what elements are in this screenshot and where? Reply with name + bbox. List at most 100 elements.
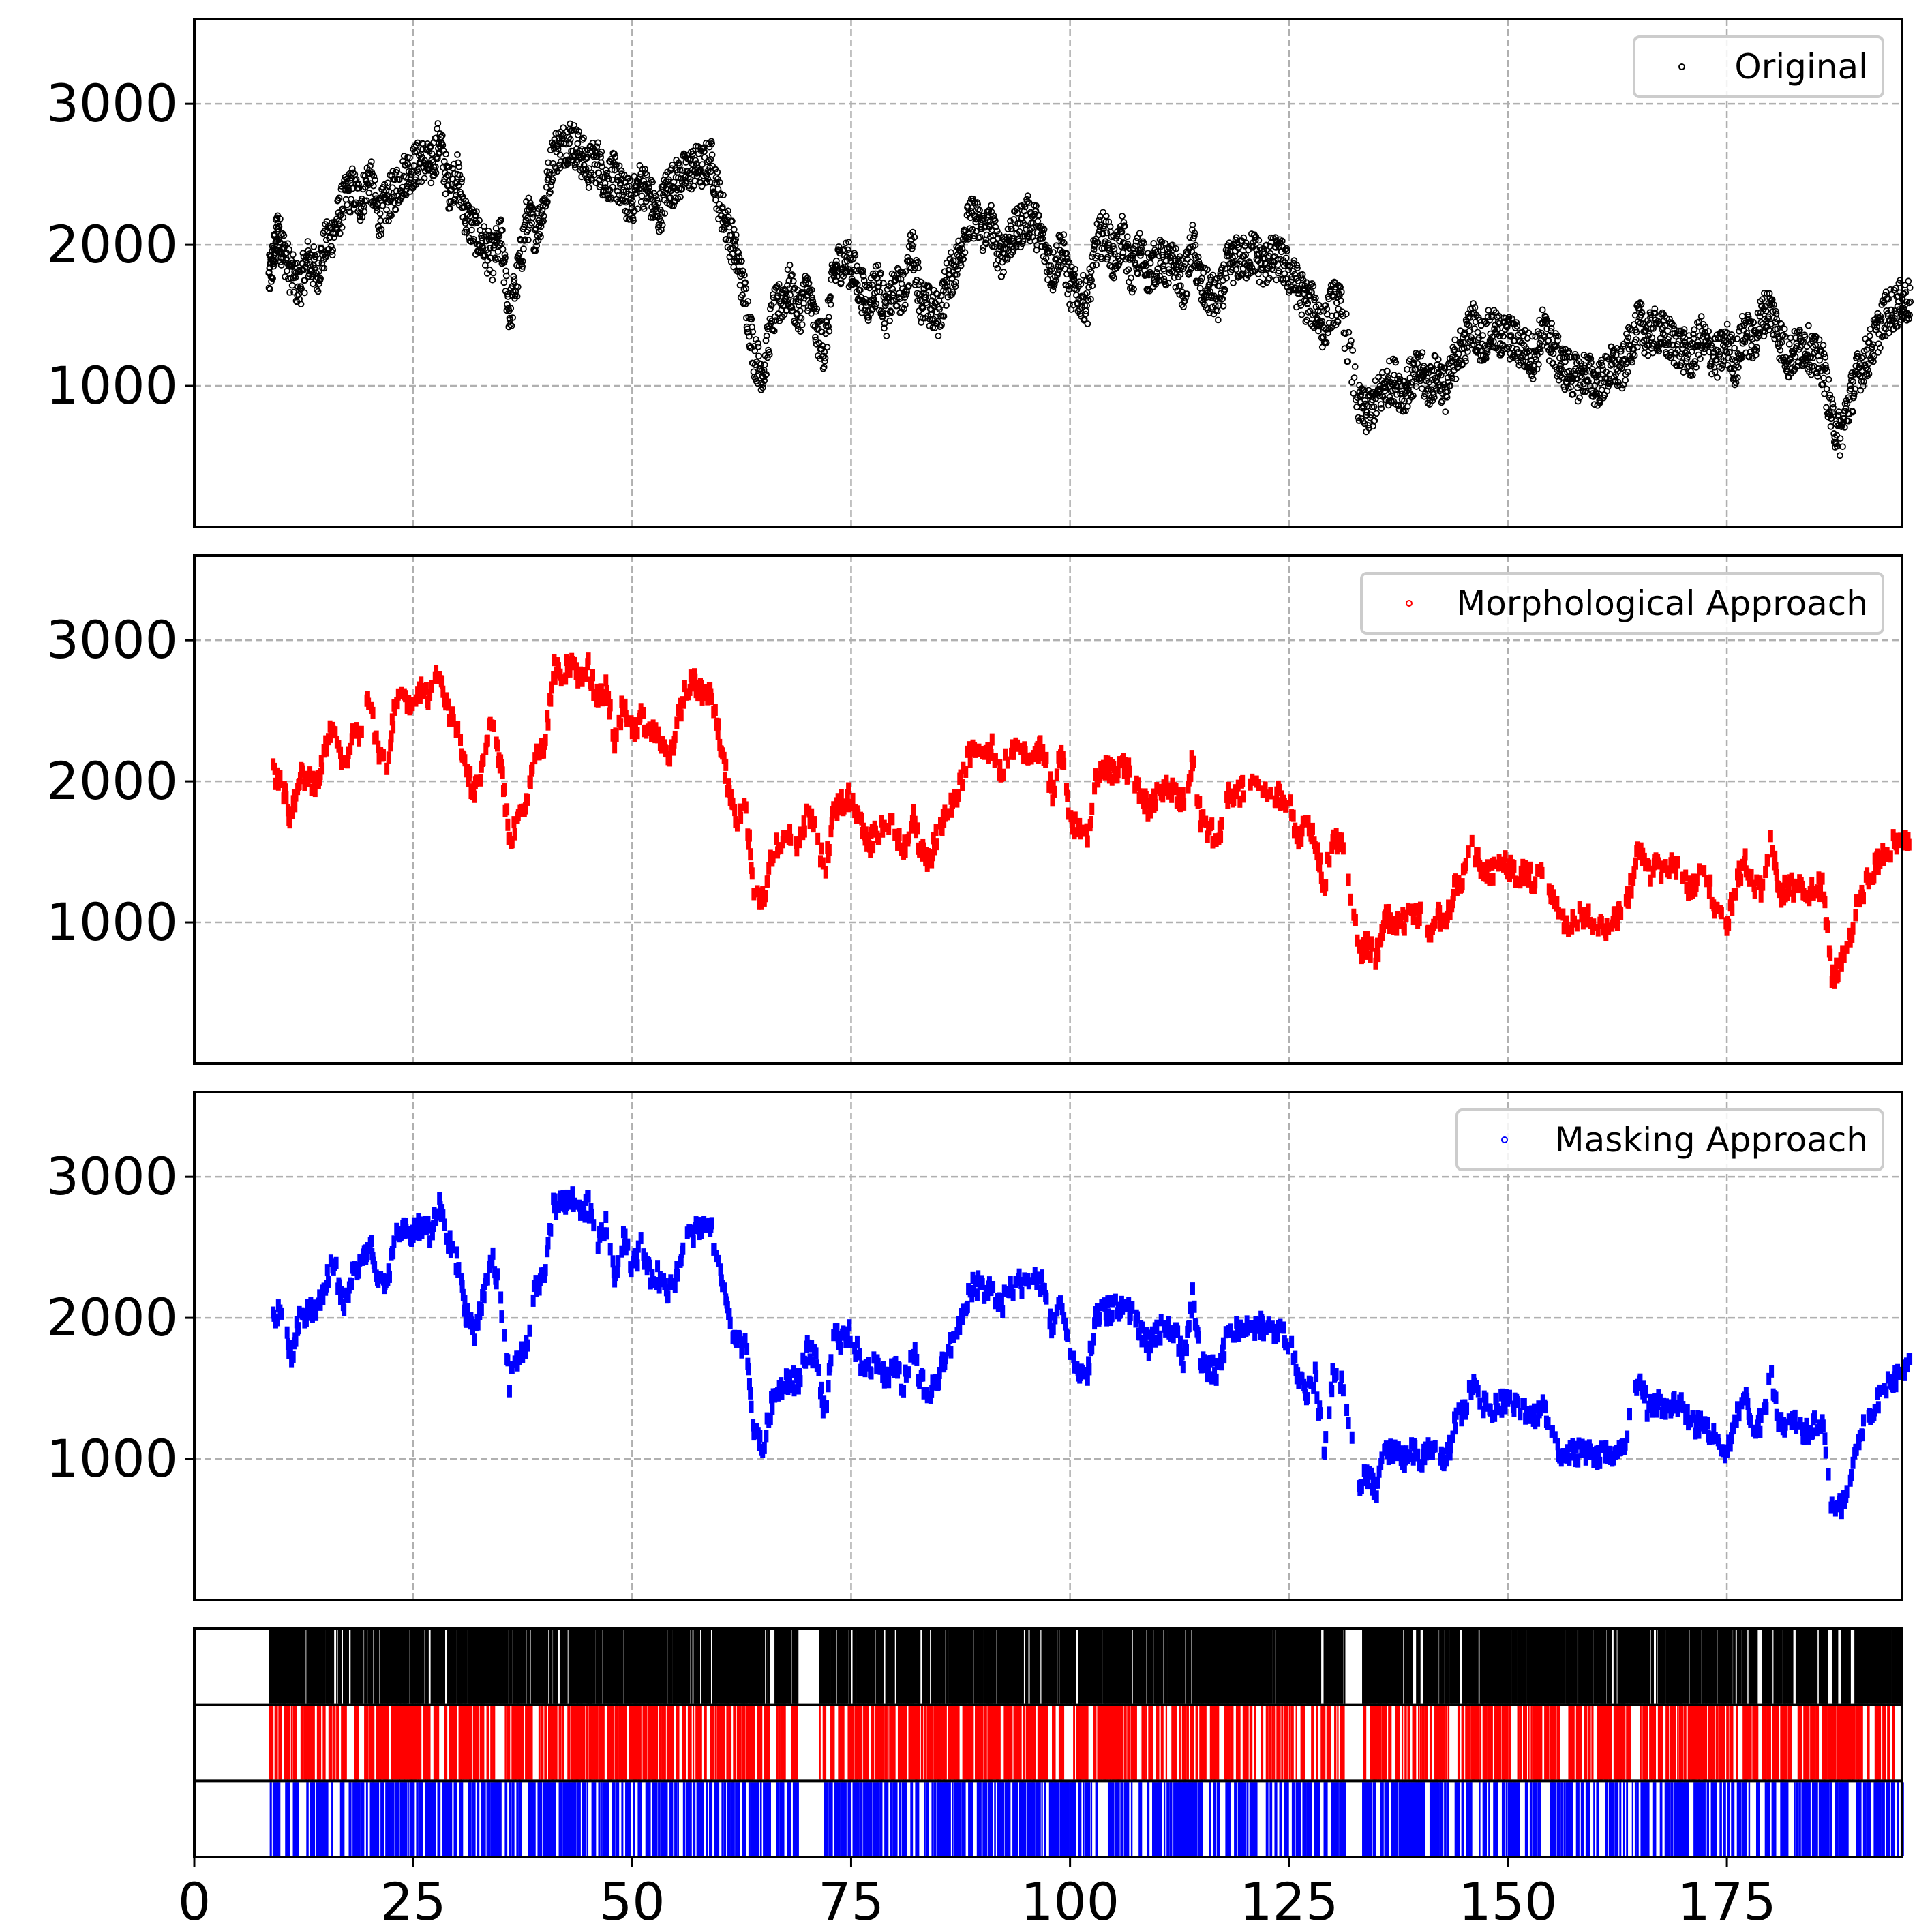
data-point — [582, 165, 590, 172]
data-point — [426, 160, 433, 167]
data-point — [676, 166, 684, 174]
data-point — [540, 217, 547, 225]
data-point — [349, 185, 357, 192]
data-point — [618, 718, 624, 731]
data-point — [1250, 773, 1255, 786]
data-point — [486, 245, 494, 252]
data-point — [1340, 842, 1346, 855]
data-point — [396, 171, 404, 179]
data-point — [359, 213, 366, 221]
data-point — [709, 693, 714, 706]
data-point — [556, 151, 564, 158]
data-point — [392, 206, 399, 213]
data-point — [500, 766, 505, 779]
data-point — [956, 789, 961, 802]
data-point — [385, 188, 393, 195]
data-point — [1256, 779, 1261, 791]
data-point — [446, 205, 453, 212]
data-point — [1268, 787, 1273, 800]
data-point — [739, 292, 746, 299]
data-point — [521, 237, 528, 244]
data-point — [305, 254, 313, 260]
data-point — [414, 178, 422, 185]
data-point — [614, 729, 619, 742]
data-point — [500, 279, 508, 286]
data-point — [370, 172, 378, 180]
data-point — [355, 181, 363, 188]
data-point — [359, 725, 364, 738]
data-point — [410, 162, 418, 169]
data-point — [389, 168, 397, 175]
data-point — [704, 179, 710, 186]
data-point — [627, 192, 635, 198]
data-point — [277, 770, 283, 783]
data-point — [470, 235, 477, 243]
data-point — [279, 255, 286, 262]
data-point — [265, 284, 273, 292]
data-point — [641, 706, 646, 719]
data-point — [547, 182, 555, 190]
data-point — [763, 332, 770, 339]
data-point — [458, 175, 466, 183]
data-point — [547, 147, 554, 153]
data-point — [419, 140, 427, 148]
data-point — [1346, 873, 1351, 886]
data-point — [455, 163, 463, 170]
data-point — [281, 241, 288, 248]
data-point — [624, 714, 630, 727]
data-point — [480, 253, 487, 260]
data-point — [303, 260, 311, 267]
data-point — [1370, 939, 1375, 952]
data-point — [381, 181, 389, 188]
data-point — [267, 273, 275, 280]
data-point — [714, 168, 721, 176]
data-point — [659, 222, 666, 228]
data-point — [432, 169, 440, 177]
data-point — [324, 744, 329, 757]
data-point — [649, 179, 656, 185]
data-point — [547, 188, 554, 196]
data-point — [501, 251, 509, 258]
data-point — [369, 182, 377, 190]
data-point — [395, 176, 403, 183]
data-point — [500, 258, 508, 265]
data-point — [380, 749, 386, 761]
data-point — [802, 825, 807, 838]
data-point — [554, 142, 562, 149]
data-point — [598, 148, 605, 155]
data-point — [434, 120, 442, 127]
data-point — [376, 210, 384, 217]
data-point — [269, 275, 276, 282]
data-point — [770, 851, 776, 864]
data-point — [511, 276, 518, 284]
data-point — [454, 151, 461, 158]
data-point — [455, 721, 461, 734]
data-point — [339, 213, 347, 221]
data-point — [1299, 834, 1304, 847]
data-point — [653, 203, 660, 210]
data-point — [597, 159, 605, 166]
data-point — [451, 714, 456, 727]
data-point — [662, 172, 669, 179]
data-point — [479, 245, 487, 252]
y-tick-label: 1000 — [46, 892, 178, 952]
data-point — [829, 817, 834, 830]
data-point — [292, 274, 299, 281]
data-point — [458, 734, 464, 746]
data-point — [549, 176, 556, 183]
data-point — [389, 184, 396, 192]
data-point — [1088, 815, 1093, 828]
data-point — [558, 674, 564, 687]
data-point — [512, 828, 517, 841]
data-point — [742, 279, 749, 286]
data-point — [1197, 796, 1203, 809]
data-point — [489, 269, 497, 277]
data-point — [635, 185, 643, 193]
data-point — [915, 822, 920, 835]
data-point — [391, 193, 398, 200]
data-point — [1218, 830, 1224, 843]
data-point — [611, 150, 618, 157]
data-point — [314, 288, 322, 295]
